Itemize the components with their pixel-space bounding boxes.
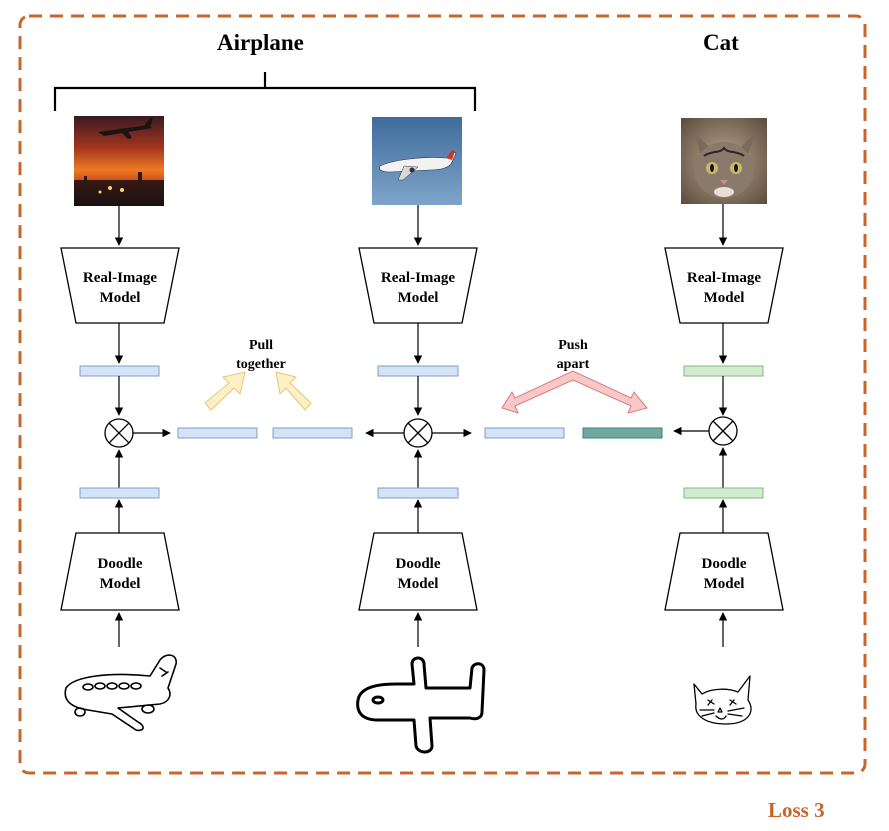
fused-feature-vector bbox=[484, 427, 565, 439]
doodle-model-3 bbox=[664, 532, 784, 611]
airplane-group-title: Airplane bbox=[217, 30, 304, 55]
kitten-photo bbox=[681, 118, 767, 204]
fused-feature-vector bbox=[272, 427, 353, 439]
column-cat: Real-Image Model Doodle Model bbox=[664, 118, 784, 725]
real-image-model-label: Model bbox=[398, 290, 439, 306]
cat-doodle bbox=[693, 675, 752, 725]
loss-label: Loss 3 bbox=[768, 798, 825, 822]
push-apart-arrow bbox=[501, 370, 648, 414]
real-image-model-label: Real-Image bbox=[687, 270, 761, 286]
airplane-group-bracket bbox=[53, 72, 477, 111]
real-image-model-label: Real-Image bbox=[381, 270, 455, 286]
multiply-circle-icon bbox=[403, 418, 433, 448]
doodle-model-label: Doodle bbox=[396, 556, 441, 572]
column-airplane-2: Real-Image Model Doodle Model bbox=[356, 117, 486, 754]
doodle-feature-vector bbox=[683, 487, 764, 499]
column-airplane-1: Real-Image Model Doodle Model bbox=[60, 116, 180, 732]
doodle-model-label: Model bbox=[398, 576, 439, 592]
real-image-model-label: Real-Image bbox=[83, 270, 157, 286]
cat-group-title: Cat bbox=[703, 30, 739, 55]
airplane-doodle bbox=[64, 654, 177, 732]
image-feature-vector bbox=[683, 365, 764, 377]
multiply-circle-icon bbox=[708, 416, 738, 446]
doodle-feature-vector bbox=[79, 487, 160, 499]
real-image-model-1 bbox=[60, 247, 180, 324]
doodle-model-label: Model bbox=[100, 576, 141, 592]
loss-frame bbox=[18, 14, 867, 775]
pull-together-label: together bbox=[236, 357, 286, 372]
airplane-doodle-bold bbox=[356, 656, 486, 754]
push-apart-label: Push bbox=[558, 338, 588, 353]
push-apart-label: apart bbox=[557, 357, 590, 372]
fused-feature-vector bbox=[177, 427, 258, 439]
real-image-model-3 bbox=[664, 247, 784, 324]
doodle-feature-vector bbox=[377, 487, 459, 499]
doodle-model-1 bbox=[60, 532, 180, 611]
cat-fused-feature-vector bbox=[582, 427, 663, 439]
airliner-photo bbox=[372, 117, 462, 205]
multiply-circle-icon bbox=[104, 418, 134, 448]
pull-together-arrows bbox=[204, 371, 312, 411]
image-feature-vector bbox=[79, 365, 160, 377]
sunset-airplane-photo bbox=[74, 116, 164, 206]
real-image-model-2 bbox=[358, 247, 478, 324]
doodle-model-label: Doodle bbox=[702, 556, 747, 572]
real-image-model-label: Model bbox=[704, 290, 745, 306]
real-image-model-label: Model bbox=[100, 290, 141, 306]
image-feature-vector bbox=[377, 365, 459, 377]
doodle-model-2 bbox=[358, 532, 478, 611]
doodle-model-label: Model bbox=[704, 576, 745, 592]
pull-together-label: Pull bbox=[249, 338, 273, 353]
doodle-model-label: Doodle bbox=[98, 556, 143, 572]
